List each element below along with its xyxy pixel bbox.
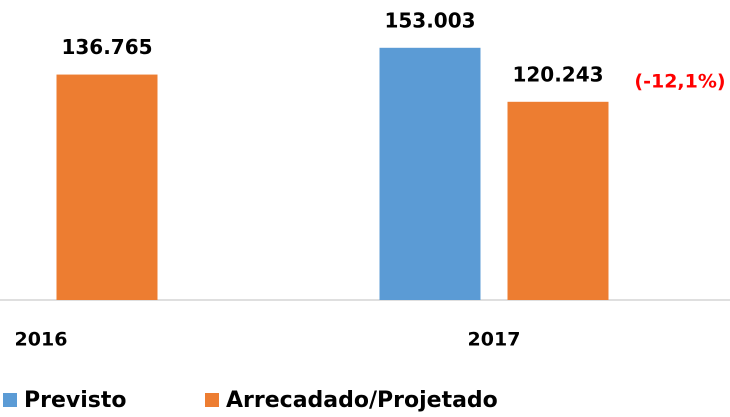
bar xyxy=(56,74,158,300)
bar xyxy=(379,47,481,300)
bar xyxy=(507,101,609,300)
x-tick-label: 2016 xyxy=(15,329,68,351)
value-label: 120.243 xyxy=(512,62,603,86)
legend-swatch xyxy=(205,393,219,407)
x-tick-label: 2017 xyxy=(468,329,521,351)
value-label: 153.003 xyxy=(384,8,475,32)
legend-label: Previsto xyxy=(24,388,127,413)
annotation: (-12,1%) xyxy=(634,71,725,93)
value-label: 136.765 xyxy=(61,35,152,59)
legend-label: Arrecadado/Projetado xyxy=(226,388,498,413)
legend-swatch xyxy=(3,393,17,407)
